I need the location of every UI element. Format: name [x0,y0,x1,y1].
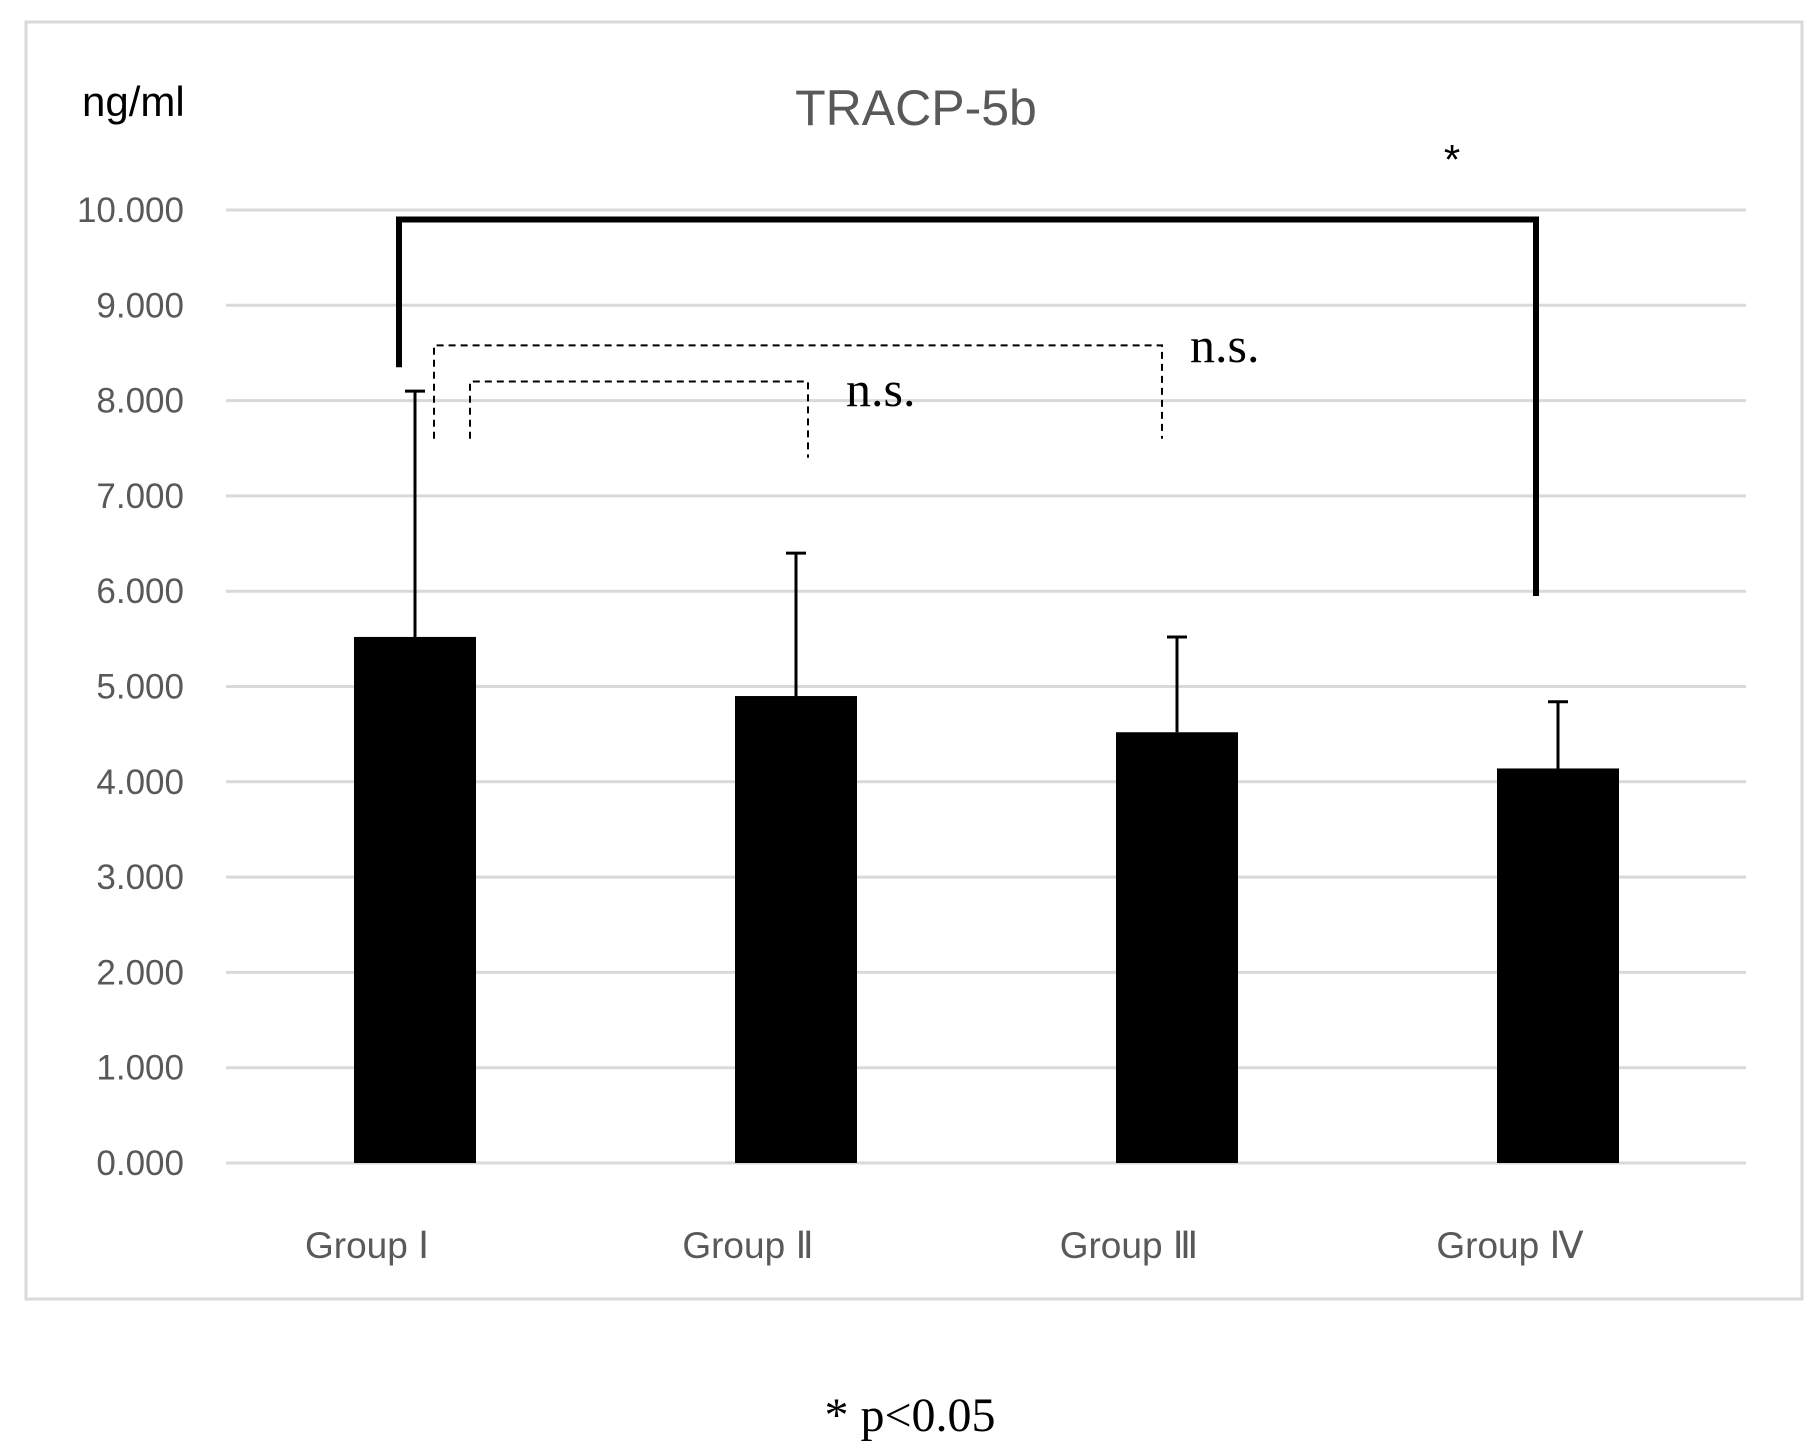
y-tick-label: 8.000 [96,382,184,421]
y-axis-tick-labels: 0.000 1.000 2.000 3.000 4.000 5.000 6.000 7.000… [77,191,184,1183]
footnote: * p<0.05 [824,1389,995,1442]
ns-outer-label: n.s. [1190,317,1259,373]
significant-bracket [396,216,1539,596]
y-tick-label: 3.000 [96,858,184,897]
significance-brackets [396,216,1539,596]
y-tick-label: 2.000 [96,953,184,992]
bar [735,696,857,1163]
x-category-label: Group Ⅰ [305,1225,429,1266]
y-tick-label: 7.000 [96,477,184,516]
x-axis-category-labels: Group Ⅰ Group Ⅱ Group Ⅲ Group Ⅳ [305,1225,1584,1266]
error-bars [405,389,1568,769]
ns-inner-bracket [469,380,809,458]
chart-title: TRACP-5b [795,80,1037,136]
y-tick-label: 4.000 [96,763,184,802]
x-category-label: Group Ⅲ [1060,1225,1199,1266]
bars [354,636,1619,1163]
ns-outer-bracket [433,344,1163,439]
y-tick-label: 10.000 [77,191,184,230]
y-tick-label: 6.000 [96,572,184,611]
ns-inner-label: n.s. [846,361,915,417]
significance-star-label: * [1444,136,1460,183]
bar [354,636,476,1163]
gridlines [226,208,1746,1165]
y-tick-label: 0.000 [96,1144,184,1183]
bar [1116,732,1238,1163]
x-category-label: Group Ⅳ [1436,1225,1583,1266]
y-tick-label: 9.000 [96,286,184,325]
y-tick-label: 1.000 [96,1049,184,1088]
bar [1497,768,1619,1163]
y-tick-label: 5.000 [96,668,184,707]
x-category-label: Group Ⅱ [682,1225,813,1266]
y-axis-unit-label: ng/ml [82,78,185,125]
